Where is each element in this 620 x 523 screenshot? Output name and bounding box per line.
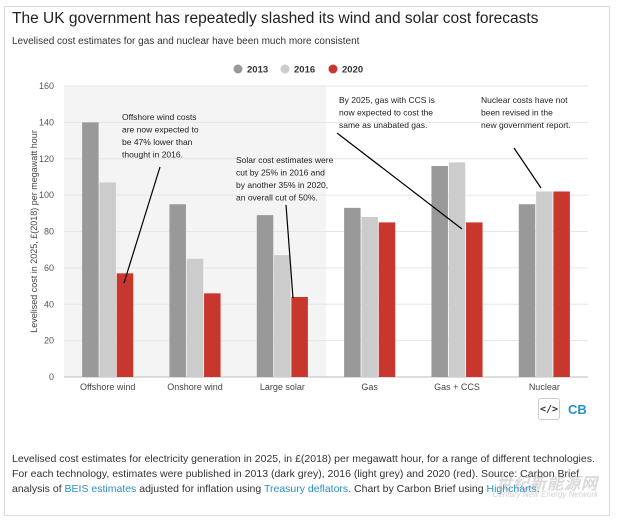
annotation-text: Solar cost estimates were	[236, 155, 334, 165]
bar-2020	[378, 222, 396, 377]
bar-2020	[116, 273, 134, 377]
y-tick-label: 0	[49, 372, 54, 382]
y-tick-label: 60	[44, 263, 54, 273]
chart-title: The UK government has repeatedly slashed…	[12, 10, 539, 27]
treasury-deflators-link[interactable]: Treasury deflators	[263, 483, 349, 495]
watermark: 世纪新能源网	[495, 476, 598, 493]
legend-marker-2020	[328, 64, 338, 74]
annotation-text: now expected to cost the	[339, 108, 433, 118]
caption-text-3: . Chart by Carbon Brief using	[348, 483, 487, 495]
bar-2020	[466, 222, 483, 377]
chart-caption: Levelised cost estimates for electricity…	[12, 452, 597, 497]
beis-estimates-link[interactable]: BEIS estimates	[64, 483, 137, 495]
x-tick-label: Onshore wind	[167, 382, 223, 392]
annotation-text: been revised in the	[481, 108, 553, 118]
bar-2013	[518, 204, 536, 377]
bar-2016	[448, 162, 466, 377]
annotation-text: be 47% lower than	[122, 137, 193, 147]
annotation-pointer	[285, 204, 294, 299]
bar-2016	[361, 216, 378, 377]
x-tick-label: Offshore wind	[80, 382, 135, 392]
x-tick-label: Gas + CCS	[434, 382, 480, 392]
legend-label-2020: 2020	[342, 65, 363, 76]
bar-2016	[186, 258, 204, 377]
legend-label-2016: 2016	[294, 65, 315, 76]
highcharts-link[interactable]: Highcharts	[486, 483, 537, 495]
annotation-text: By 2025, gas with CCS is	[339, 95, 435, 105]
bar-2013	[431, 166, 448, 377]
bar-2013	[169, 204, 186, 377]
bar-2016	[536, 191, 553, 377]
annotation-text: are now expected to	[122, 125, 199, 135]
y-tick-label: 100	[39, 190, 54, 200]
annotation-pointer	[336, 132, 463, 230]
bar-2020	[553, 191, 570, 377]
y-tick-label: 160	[39, 81, 54, 91]
y-tick-label: 140	[39, 117, 54, 127]
code-icon[interactable]: </>	[538, 398, 560, 420]
bar-2013	[344, 207, 361, 377]
caption-text-4: .	[536, 483, 540, 495]
annotation-text: Offshore wind costs	[122, 112, 197, 122]
annotation-text: thought in 2016.	[122, 150, 183, 160]
chart-subtitle: Levelised cost estimates for gas and nuc…	[12, 36, 360, 47]
legend-label-2013: 2013	[247, 65, 268, 76]
annotation-text: same as unabated gas.	[339, 120, 427, 130]
bar-2016	[99, 182, 116, 377]
annotation-pointer	[513, 147, 542, 189]
annotation-text: by another 35% in 2020,	[236, 180, 328, 190]
caption-text-2: adjusted for inflation using	[136, 483, 264, 495]
annotation-text: cut by 25% in 2016 and	[236, 168, 325, 178]
bar-2020	[204, 293, 221, 377]
legend-marker-2013	[233, 64, 243, 74]
caption-text-1: Levelised cost estimates for electricity…	[12, 453, 595, 495]
annotation-pointer	[123, 166, 161, 284]
annotation-text: new government report.	[481, 120, 571, 130]
bar-2013	[256, 215, 274, 377]
y-tick-label: 40	[44, 299, 54, 309]
y-tick-label: 80	[44, 227, 54, 237]
bar-2020	[291, 296, 308, 377]
bar-chart: 0 20 40 60 80 100 120 140 160 Levelised cost in 2…	[29, 64, 588, 392]
x-tick-label: Nuclear	[529, 382, 560, 392]
chart-tools: </> CB	[538, 398, 587, 420]
watermark-sub: Century New Energy Network	[492, 490, 598, 499]
y-axis-label: Levelised cost in 2025, £(2018) per mega…	[29, 130, 39, 333]
y-tick-label: 120	[39, 154, 54, 164]
x-tick-label: Gas	[361, 382, 378, 392]
y-tick-label: 20	[44, 336, 54, 346]
bar-2016	[274, 255, 291, 377]
annotation-text: Nuclear costs have not	[481, 95, 568, 105]
bar-2013	[82, 122, 99, 377]
x-tick-label: Large solar	[260, 382, 305, 392]
carbon-brief-logo: CB	[568, 401, 587, 417]
legend-marker-2016	[280, 64, 290, 74]
annotation-text: an overall cut of 50%.	[236, 193, 318, 203]
